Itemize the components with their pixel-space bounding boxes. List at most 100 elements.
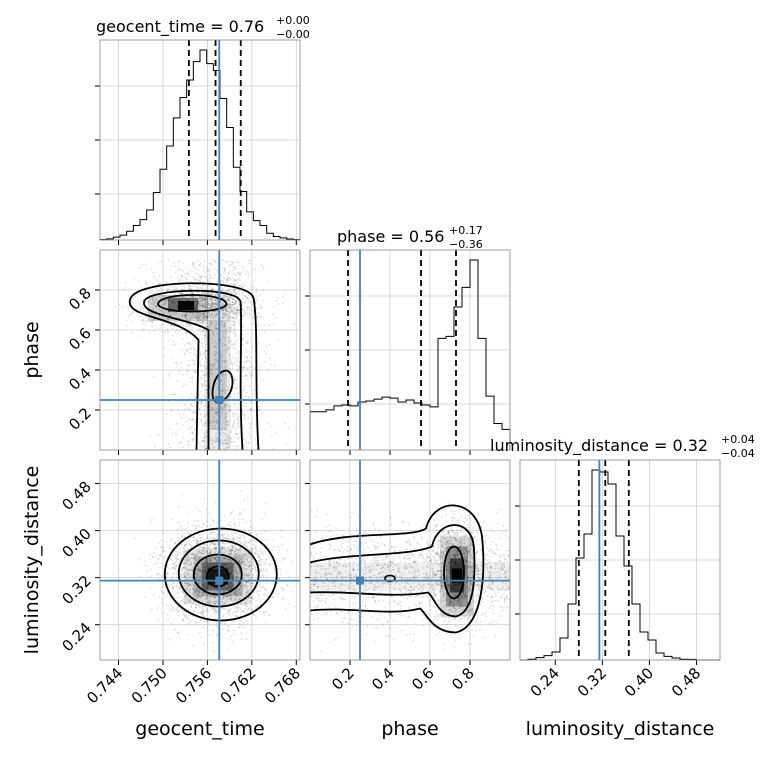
sample-point: [247, 300, 250, 302]
sample-point: [207, 564, 210, 567]
sample-point: [234, 524, 237, 526]
sample-point: [196, 612, 199, 615]
sample-point: [246, 442, 249, 445]
sample-point: [235, 433, 238, 436]
sample-point: [214, 327, 217, 330]
sample-point: [196, 322, 199, 325]
sample-point: [229, 409, 231, 412]
sample-point: [220, 308, 223, 311]
sample-point: [226, 403, 229, 406]
sample-point: [236, 436, 239, 439]
sample-point: [198, 581, 200, 584]
sample-point: [209, 322, 212, 325]
sample-point: [201, 546, 204, 548]
sample-point: [242, 585, 244, 588]
sample-point: [238, 598, 241, 601]
sample-point: [210, 562, 212, 565]
sample-point: [246, 270, 249, 273]
sample-point: [158, 308, 161, 311]
sample-point: [249, 532, 252, 534]
sample-point: [211, 364, 214, 367]
sample-point: [201, 304, 204, 307]
sample-point: [217, 319, 219, 321]
sample-point: [209, 317, 212, 320]
sample-point: [228, 586, 231, 589]
sample-point: [234, 301, 237, 304]
sample-point: [208, 273, 211, 276]
sample-point: [183, 413, 185, 416]
sample-point: [233, 279, 235, 282]
sample-point: [186, 350, 189, 353]
sample-point: [216, 271, 219, 274]
sample-point: [211, 300, 214, 303]
sample-point: [177, 610, 180, 613]
sample-point: [233, 629, 236, 631]
sample-point: [254, 547, 256, 550]
sample-point: [270, 425, 273, 428]
sample-point: [213, 267, 216, 270]
sample-point: [231, 311, 234, 314]
sample-point: [220, 393, 223, 396]
sample-point: [182, 385, 185, 388]
sample-point: [213, 416, 216, 419]
sample-point: [187, 272, 190, 275]
sample-point: [171, 301, 174, 304]
sample-point: [197, 268, 200, 271]
sample-point: [240, 542, 243, 544]
sample-point: [239, 284, 242, 287]
sample-point: [212, 420, 215, 423]
sample-point: [170, 265, 173, 267]
sample-point: [268, 613, 271, 616]
sample-point: [242, 438, 245, 440]
sample-point: [142, 318, 145, 321]
sample-point: [227, 348, 230, 351]
sample-point: [202, 440, 205, 443]
sample-point: [228, 315, 231, 318]
sample-point: [209, 329, 212, 332]
sample-point: [231, 297, 233, 300]
sample-point: [201, 287, 204, 289]
sample-point: [201, 312, 204, 315]
sample-point: [220, 281, 223, 283]
sample-point: [199, 311, 202, 314]
panel-2d-geocent-phase: 0.20.40.60.8: [65, 249, 301, 455]
sample-point: [180, 494, 183, 497]
sample-point: [153, 301, 156, 304]
sample-point: [195, 554, 198, 556]
sample-point: [259, 307, 262, 309]
sample-point: [224, 313, 227, 316]
sample-point: [209, 368, 212, 371]
sample-point: [223, 259, 225, 261]
sample-point: [227, 446, 230, 449]
sample-point: [216, 420, 219, 422]
sample-point: [250, 575, 253, 578]
sample-point: [182, 584, 185, 586]
sample-point: [188, 323, 191, 326]
sample-point: [201, 292, 204, 294]
sample-point: [251, 292, 254, 295]
sample-point: [204, 306, 207, 309]
sample-point: [232, 312, 235, 315]
sample-point: [212, 306, 215, 309]
sample-point: [195, 309, 197, 311]
sample-point: [203, 288, 206, 291]
sample-point: [174, 585, 177, 588]
sample-point: [220, 285, 222, 288]
sample-point: [237, 368, 239, 371]
sample-point: [228, 589, 230, 591]
sample-point: [171, 562, 174, 565]
sample-point: [166, 594, 168, 597]
sample-point: [187, 581, 190, 584]
sample-point: [220, 547, 223, 550]
sample-point: [203, 302, 206, 305]
sample-point: [187, 284, 190, 287]
sample-point: [272, 538, 275, 541]
sample-point: [131, 311, 134, 313]
sample-point: [189, 292, 192, 295]
sample-point: [193, 536, 195, 538]
sample-point: [149, 291, 152, 294]
sample-point: [224, 359, 227, 362]
sample-point: [209, 559, 212, 562]
sample-point: [228, 297, 231, 300]
sample-point: [210, 315, 213, 318]
